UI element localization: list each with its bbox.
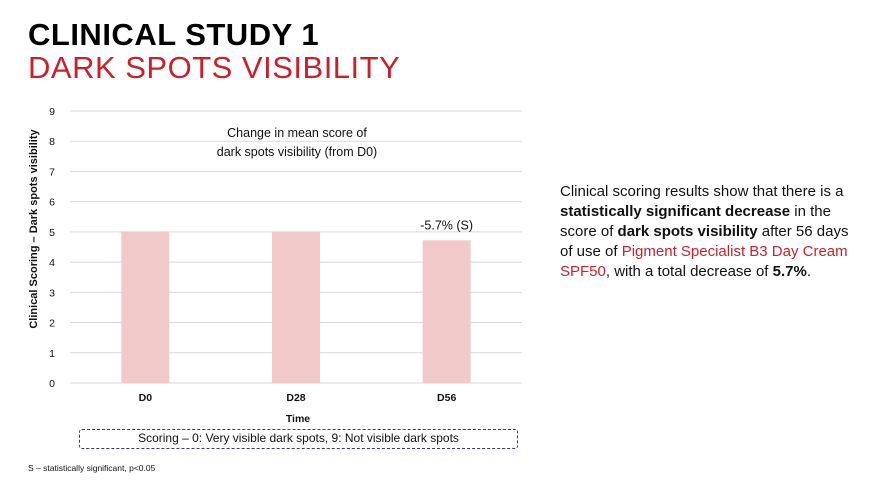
y-tick-label-5: 5 [49, 227, 55, 239]
y-tick-label-9: 9 [49, 106, 55, 118]
description-text-5: . [806, 263, 811, 280]
y-axis-label: Clinical Scoring – Dark spots visibility [28, 128, 40, 328]
chart-title-line-2: dark spots visibility (from D0) [217, 145, 377, 159]
chart-bars [121, 231, 471, 383]
description-bold-2: dark spots visibility [617, 223, 758, 240]
footnote: S – statistically significant, p<0.05 [28, 463, 156, 473]
x-axis-label: Time [286, 413, 310, 425]
x-tick-label-D0: D0 [139, 392, 153, 404]
product-name: Pigment Specialist B3 Day Cream SPF50 [560, 243, 848, 280]
x-tick-label-D28: D28 [286, 392, 305, 404]
description-text-3: after 56 days of use of [560, 223, 849, 260]
chart-labels: 0 1 2 3 4 5 6 7 8 9 D0 D28 D56 -5.7% (S) Change in mea… [28, 106, 473, 425]
y-tick-label-1: 1 [49, 348, 55, 360]
description-bold-3: 5.7% [772, 263, 807, 280]
scoring-legend-box: Scoring – 0: Very visible dark spots, 9:… [79, 429, 518, 449]
chart-title-line-1: Change in mean score of [227, 126, 367, 140]
y-tick-label-2: 2 [49, 318, 55, 330]
y-tick-label-8: 8 [49, 136, 55, 148]
y-tick-label-0: 0 [49, 378, 55, 390]
page-title: CLINICAL STUDY 1 [28, 17, 320, 52]
x-tick-label-D56: D56 [437, 392, 456, 404]
description-text-2: in the score of [560, 203, 831, 240]
bar-D56 [422, 240, 471, 383]
description-text-4: , with a total decrease of [605, 263, 773, 280]
description-bold-1: statistically significant decrease [560, 203, 791, 220]
y-tick-label-6: 6 [49, 197, 55, 209]
y-tick-label-4: 4 [49, 257, 55, 269]
y-tick-label-3: 3 [49, 287, 55, 299]
description-text-1: Clinical scoring results show that there… [560, 183, 844, 200]
results-description: Clinical scoring results show that there… [560, 182, 850, 282]
bar-D0 [121, 231, 170, 383]
bar-chart: 0 1 2 3 4 5 6 7 8 9 D0 D28 D56 -5.7% (S) Change in mea… [28, 106, 522, 425]
bar-D28 [272, 231, 320, 383]
y-tick-label-7: 7 [49, 166, 55, 178]
annotation-D56: -5.7% (S) [420, 218, 473, 232]
page-subtitle: DARK SPOTS VISIBILITY [28, 50, 401, 85]
